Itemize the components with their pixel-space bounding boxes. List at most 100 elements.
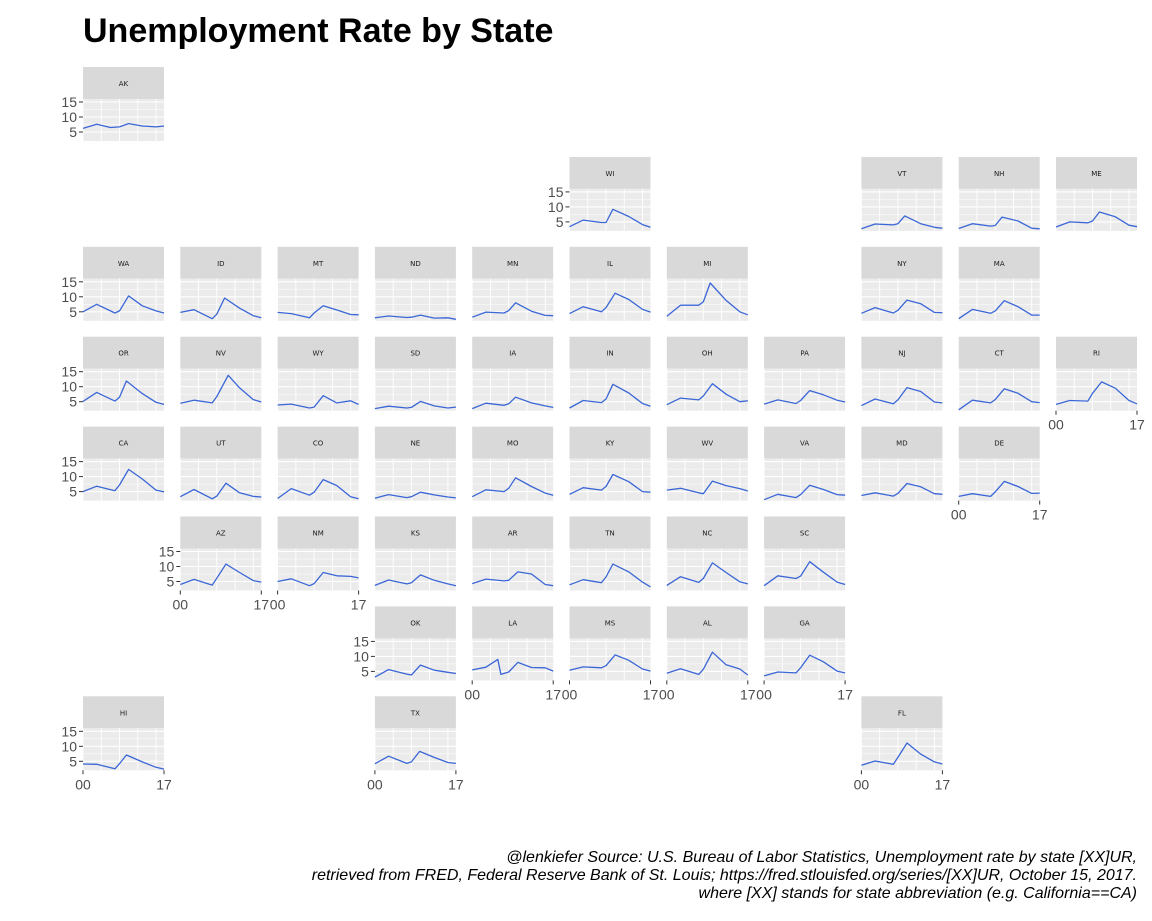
state-strip bbox=[764, 606, 846, 639]
state-strip bbox=[374, 516, 456, 549]
y-tick-label: 5 bbox=[69, 124, 77, 140]
series-line bbox=[471, 396, 554, 410]
x-tick-label: 17 bbox=[156, 776, 172, 792]
state-label: IA bbox=[509, 350, 516, 358]
state-strip bbox=[1056, 156, 1137, 189]
series-line bbox=[277, 305, 359, 319]
state-label: ME bbox=[1091, 170, 1101, 178]
x-tick-label: 00 bbox=[756, 686, 772, 702]
series-line bbox=[861, 482, 943, 497]
state-label: HI bbox=[120, 709, 127, 717]
series-line bbox=[471, 571, 554, 587]
panel-background bbox=[472, 458, 554, 501]
state-panel: NJ bbox=[860, 336, 943, 411]
x-tick-label: 00 bbox=[854, 776, 870, 792]
x-tick-label: 17 bbox=[448, 776, 464, 792]
state-strip bbox=[374, 426, 456, 459]
series-line bbox=[569, 383, 651, 409]
y-tick-label: 5 bbox=[167, 574, 175, 590]
series-line bbox=[180, 563, 262, 586]
panel-background bbox=[764, 638, 846, 681]
state-panel: AL 00 17 bbox=[659, 606, 756, 702]
state-label: NC bbox=[702, 530, 712, 538]
panel-background bbox=[666, 638, 748, 681]
x-tick-label: 00 bbox=[562, 686, 578, 702]
series-line bbox=[861, 386, 943, 407]
x-tick-label: 17 bbox=[254, 597, 270, 613]
x-tick-label: 17 bbox=[1032, 507, 1048, 523]
state-strip bbox=[569, 246, 651, 279]
series-line bbox=[861, 215, 943, 230]
state-panel: AR bbox=[471, 516, 554, 591]
state-strip bbox=[861, 336, 943, 369]
state-label: WY bbox=[312, 350, 324, 358]
panel-background bbox=[861, 458, 943, 501]
series-line bbox=[472, 658, 554, 676]
state-label: MA bbox=[994, 260, 1005, 268]
state-label: AR bbox=[508, 530, 518, 538]
panel-background bbox=[180, 278, 262, 321]
y-tick-label: 15 bbox=[61, 364, 77, 380]
state-label: IN bbox=[606, 350, 613, 358]
panel-background bbox=[666, 548, 748, 591]
state-strip bbox=[958, 246, 1040, 279]
panel-background bbox=[374, 368, 456, 411]
series-line bbox=[374, 491, 456, 499]
state-label: AK bbox=[119, 80, 129, 88]
state-label: MO bbox=[507, 440, 519, 448]
series-line bbox=[1055, 381, 1138, 406]
series-line bbox=[569, 654, 651, 672]
state-strip bbox=[374, 696, 456, 729]
state-panel: FL 00 17 bbox=[854, 696, 951, 792]
series-line bbox=[958, 216, 1040, 230]
state-panel: DE 00 17 bbox=[951, 426, 1048, 523]
state-label: KS bbox=[411, 530, 421, 538]
state-strip bbox=[764, 426, 846, 459]
series-line bbox=[277, 478, 359, 500]
state-panel: VA bbox=[763, 426, 846, 501]
state-panel: MN bbox=[471, 246, 554, 321]
state-panel: SC bbox=[763, 516, 846, 591]
x-tick-label: 00 bbox=[75, 776, 91, 792]
state-label: RI bbox=[1093, 350, 1100, 358]
state-strip bbox=[83, 696, 164, 729]
state-label: OR bbox=[118, 350, 129, 358]
caption-line-3: where [XX] stands for state abbreviation… bbox=[699, 885, 1137, 902]
series-line bbox=[277, 395, 359, 409]
state-panel: RI 00 17 bbox=[1048, 336, 1145, 433]
series-line bbox=[958, 388, 1040, 411]
x-tick-label: 17 bbox=[935, 776, 951, 792]
series-line bbox=[1055, 211, 1138, 228]
x-tick-label: 17 bbox=[351, 597, 367, 613]
x-tick-label: 17 bbox=[545, 686, 561, 702]
state-label: IL bbox=[607, 260, 613, 268]
series-line bbox=[374, 400, 456, 410]
panel-background bbox=[83, 368, 164, 411]
panel-background bbox=[569, 188, 651, 231]
state-label: DE bbox=[994, 440, 1004, 448]
caption-line-2: retrieved from FRED, Federal Reserve Ban… bbox=[312, 867, 1137, 884]
state-strip bbox=[277, 426, 359, 459]
state-strip bbox=[83, 426, 164, 459]
state-panel: CT bbox=[958, 336, 1040, 411]
state-label: PA bbox=[800, 350, 809, 358]
series-line bbox=[471, 477, 554, 498]
state-label: AL bbox=[703, 619, 712, 627]
y-tick-label: 10 bbox=[61, 738, 77, 754]
panel-background bbox=[472, 548, 554, 591]
x-tick-label: 00 bbox=[951, 507, 967, 523]
state-strip bbox=[472, 336, 554, 369]
state-strip bbox=[374, 606, 456, 639]
y-tick-label: 15 bbox=[61, 94, 77, 110]
state-panel: IA bbox=[471, 336, 554, 411]
state-strip bbox=[958, 426, 1040, 459]
series-line bbox=[82, 754, 165, 770]
series-line bbox=[861, 299, 943, 314]
series-line bbox=[179, 482, 262, 500]
series-line bbox=[763, 484, 846, 501]
state-panel: MA bbox=[958, 246, 1040, 321]
panel-background bbox=[764, 458, 846, 501]
